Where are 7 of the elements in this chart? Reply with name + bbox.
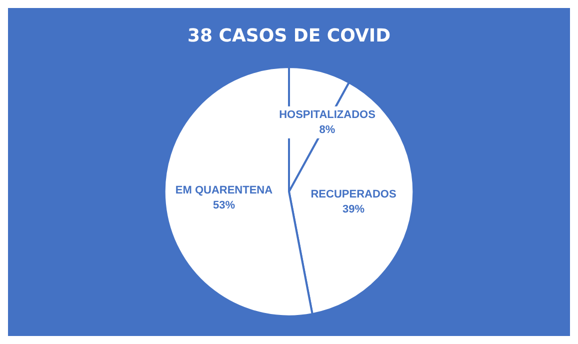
slice-label: EM QUARENTENA bbox=[175, 184, 273, 196]
chart-title: 38 CASOS DE COVID bbox=[187, 26, 391, 46]
data-label: 53% bbox=[212, 199, 236, 212]
data-label: 39% bbox=[342, 203, 365, 216]
data-label: 8% bbox=[319, 124, 336, 136]
slice-label: RECUPERADOS bbox=[310, 188, 396, 200]
slice-label: HOSPITALIZADOS bbox=[279, 108, 376, 121]
